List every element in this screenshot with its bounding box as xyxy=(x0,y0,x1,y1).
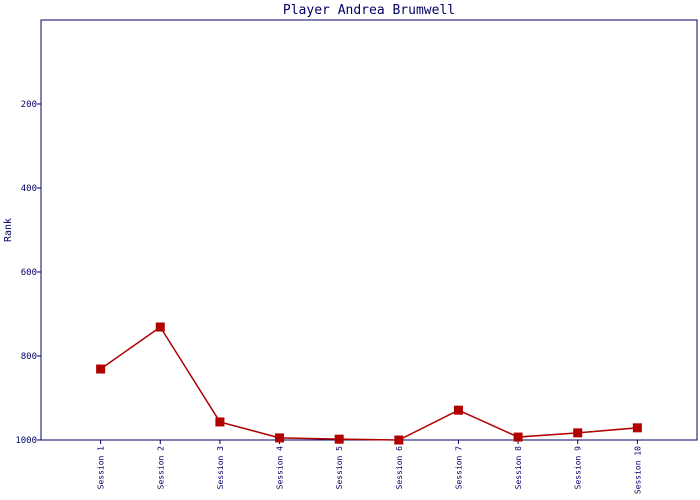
y-axis-label: Rank xyxy=(3,218,14,242)
data-point xyxy=(632,423,642,433)
data-point xyxy=(394,435,404,445)
data-point xyxy=(155,322,165,332)
data-point xyxy=(96,364,106,374)
chart-title: Player Andrea Brumwell xyxy=(283,3,455,18)
x-tick-label: Session 4 xyxy=(276,446,285,490)
y-tick-label: 200 xyxy=(21,100,37,110)
y-tick-label: 400 xyxy=(21,184,37,194)
x-tick-label: Session 8 xyxy=(514,446,523,490)
x-tick-label: Session 9 xyxy=(574,446,583,490)
y-tick-label: 1000 xyxy=(15,436,37,446)
y-tick-label: 800 xyxy=(21,352,37,362)
series-line xyxy=(100,325,638,441)
data-point xyxy=(275,433,285,443)
data-point xyxy=(334,434,344,444)
x-tick-label: Session 7 xyxy=(454,446,463,490)
x-tick-label: Session 10 xyxy=(633,446,642,494)
data-point xyxy=(513,432,523,442)
data-point xyxy=(215,417,225,427)
data-point xyxy=(453,405,463,415)
x-tick-label: Session 3 xyxy=(216,446,225,490)
x-tick-label: Session 6 xyxy=(395,446,404,490)
data-point xyxy=(573,428,583,438)
x-tick-label: Session 2 xyxy=(156,446,165,490)
y-tick-label: 600 xyxy=(21,268,37,278)
x-tick-label: Session 5 xyxy=(335,446,344,490)
x-tick-label: Session 1 xyxy=(97,446,106,490)
